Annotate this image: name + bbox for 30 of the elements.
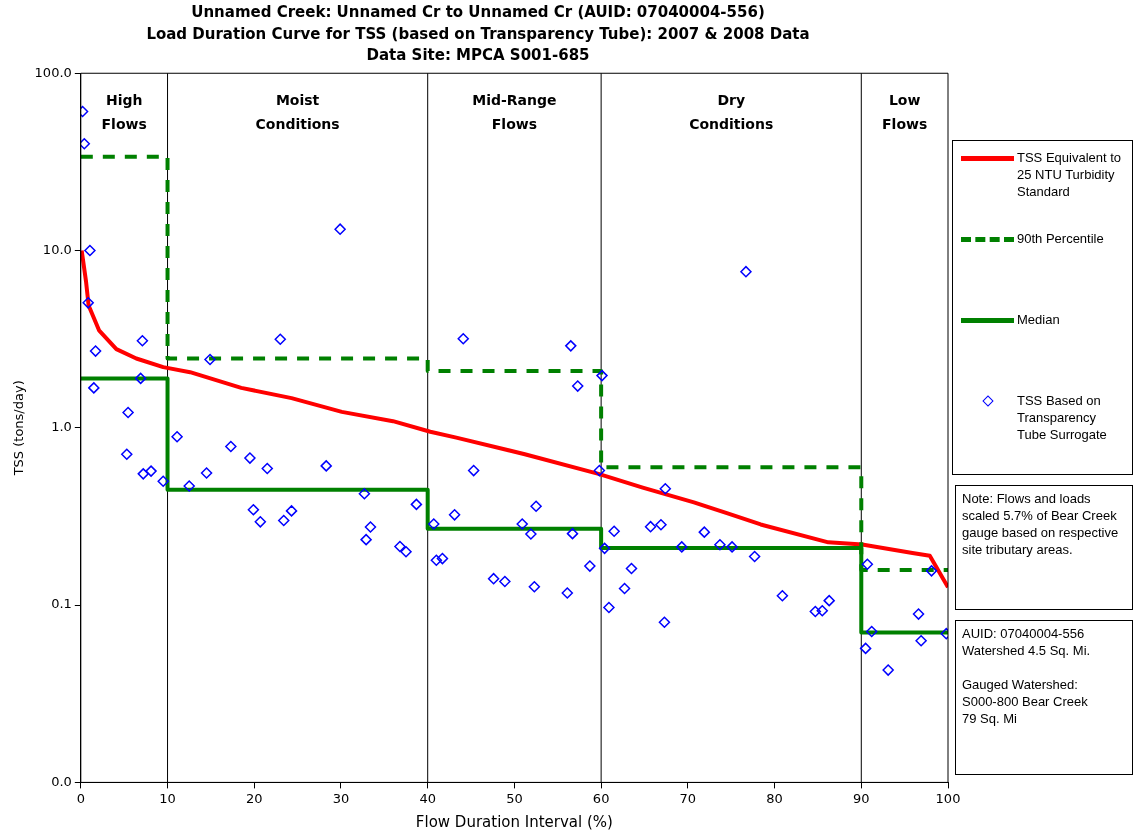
x-tick-label: 90 <box>853 790 870 806</box>
y-tick-label: 100.0 <box>34 64 72 80</box>
legend-label: TSS Equivalent to 25 NTU Turbidity Standard <box>1017 149 1123 200</box>
annotation: Dry Conditions <box>689 91 774 132</box>
annotation: High Flows <box>101 91 147 132</box>
x-tick-label: 70 <box>679 790 697 806</box>
y-tick-label: 1.0 <box>51 419 72 435</box>
legend-label: 90th Percentile <box>1017 230 1105 247</box>
x-tick-label: 0 <box>76 790 85 806</box>
x-tick-label: 80 <box>766 790 783 806</box>
x-tick-label: 20 <box>245 790 263 806</box>
text: Note: Flows and loads scaled 5.7% of Bear Creek gauge based on respective site tributary areas. <box>955 485 1133 610</box>
x-tick-label: 60 <box>592 790 610 806</box>
legend-label: TSS Based on Transparency Tube Surrogate <box>1017 392 1108 443</box>
text: AUID: 07040004-556 Watershed 4.5 Sq. Mi. Gauged Watershed: S000-800 Bear Creek 79 Sq. Mi <box>962 626 1091 726</box>
x-tick-label: 30 <box>332 790 350 806</box>
chart-title: Unnamed Creek: Unnamed Cr to Unnamed Cr (AUID: 07040004-556) Load Duration Curve for TSS (based on Transparency Tube): 2007 & 2008 Data Data Site: MPCA S001-685 <box>146 2 810 65</box>
y-axis-title: TSS (tons/day) <box>11 380 27 477</box>
y-tick-label: 0.0 <box>51 773 72 789</box>
legend-label: Median <box>1017 311 1061 328</box>
x-tick-label: 100 <box>935 790 961 806</box>
x-tick-label: 10 <box>159 790 176 806</box>
x-tick-label: 50 <box>506 790 523 806</box>
x-axis-title: Flow Duration Interval (%) <box>415 812 613 831</box>
x-tick-label: 40 <box>419 790 436 806</box>
y-tick-label: 0.1 <box>51 596 72 612</box>
annotation: Low Flows <box>882 91 928 132</box>
annotation: Moist Conditions <box>255 91 340 132</box>
y-tick-label: 10.0 <box>42 241 72 257</box>
annotation: Mid-Range Flows <box>472 91 557 132</box>
